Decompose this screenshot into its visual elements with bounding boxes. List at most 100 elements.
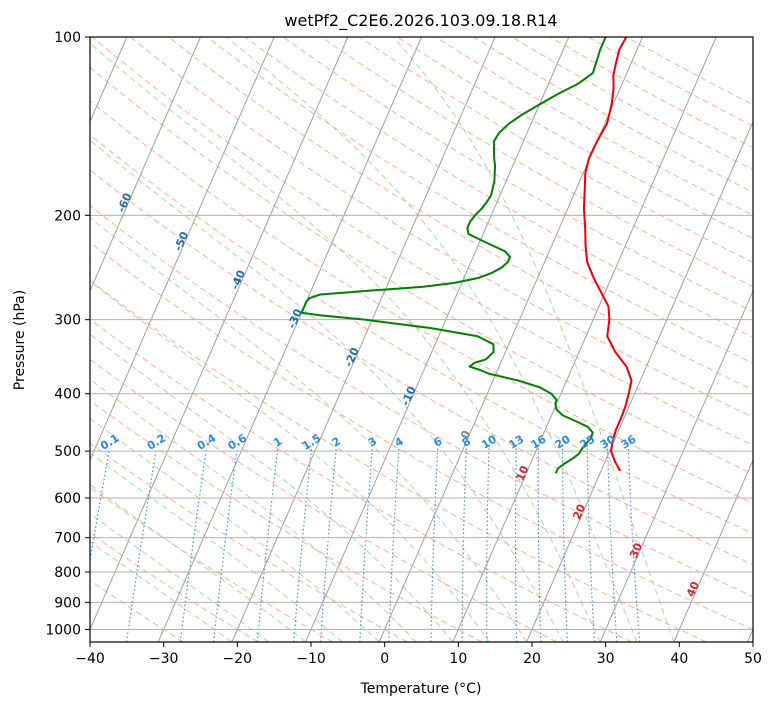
mixing-ratio-label: 20 — [553, 432, 573, 451]
mixing-ratio-line — [90, 448, 111, 564]
x-tick-label: −40 — [75, 651, 105, 667]
x-axis-title: Temperature (°C) — [360, 681, 482, 697]
dry-adiabat-line — [90, 400, 483, 642]
isotherm-label: -80 — [1, 113, 21, 137]
dry-adiabat-line — [90, 358, 558, 642]
mixing-ratio-label: 0.4 — [195, 431, 219, 453]
moist-adiabat-line — [90, 217, 527, 642]
mixing-ratio-label: 2 — [330, 435, 343, 450]
mixing-ratio-line — [179, 448, 207, 642]
dry-adiabat-line — [320, 37, 753, 288]
moist-adiabat-line — [90, 333, 454, 642]
mixing-ratio-label: 3 — [366, 435, 379, 450]
dry-adiabat-line — [90, 318, 632, 642]
reference-lines — [90, 37, 753, 642]
mixing-ratio-label: 1 — [271, 435, 284, 450]
moist-adiabat-line — [90, 378, 417, 642]
dry-adiabat-line — [244, 37, 753, 338]
mixing-ratio-line — [212, 448, 238, 642]
dry-adiabat-line — [511, 37, 753, 171]
mixing-ratio-line — [388, 448, 400, 642]
dry-adiabat-line — [90, 205, 753, 598]
mixing-ratio-label: 36 — [619, 432, 639, 451]
moist-adiabat-line — [392, 37, 675, 642]
isotherm-line — [90, 37, 275, 462]
y-tick-label: 900 — [54, 595, 81, 611]
line-labels: 0.10.20.40.611.52346810131620253036-100-… — [1, 113, 702, 599]
dry-adiabat-line — [397, 37, 753, 240]
dry-adiabat-line — [90, 442, 408, 642]
dry-adiabat-line — [90, 486, 333, 642]
mixing-ratio-label: 13 — [506, 433, 526, 452]
mixing-ratio-label: 10 — [479, 432, 499, 451]
x-tick-label: 30 — [597, 651, 615, 667]
isotherm-line — [599, 289, 753, 642]
y-tick-label: 700 — [54, 531, 81, 547]
mixing-ratio-line — [293, 448, 312, 642]
mixing-ratio-label: 0.6 — [226, 431, 250, 453]
dry-adiabat-line — [359, 37, 753, 263]
isotherm-label: 40 — [684, 579, 702, 599]
mixing-ratio-label: 0.2 — [145, 431, 168, 452]
isotherm-line — [305, 37, 570, 642]
dry-adiabat-line — [282, 37, 753, 313]
isotherm-line — [231, 37, 496, 642]
moist-adiabat-line — [226, 37, 638, 642]
y-tick-label: 200 — [54, 208, 81, 224]
x-tick-label: 40 — [670, 651, 688, 667]
isotherm-label: -70 — [58, 152, 78, 176]
x-tick-label: −10 — [296, 651, 326, 667]
y-tick-label: 400 — [54, 387, 81, 403]
isotherm-line — [157, 37, 422, 642]
mixing-ratio-label: 6 — [431, 434, 445, 449]
dry-adiabat-line — [90, 100, 753, 504]
x-tick-label: 10 — [449, 651, 467, 667]
mixing-ratio-line — [359, 448, 373, 642]
moist-adiabat-line — [90, 540, 233, 642]
moist-adiabat-line — [90, 483, 306, 642]
x-tick-label: 20 — [523, 651, 541, 667]
moist-adiabat-line — [90, 280, 491, 642]
dry-adiabat-line — [588, 37, 753, 127]
axes: −40 −30 −20 −10 0 10 20 30 40 5010020030040050060… — [45, 30, 762, 667]
moist-adiabat-line — [90, 42, 601, 642]
y-axis-title: Pressure (hPa) — [12, 290, 28, 390]
mixing-ratio-line — [320, 448, 337, 642]
dry-adiabat-line — [473, 37, 753, 193]
chart-title: wetPf2_C2E6.2026.103.09.18.R14 — [284, 11, 557, 31]
mixing-ratio-line — [486, 448, 490, 642]
mixing-ratio-line — [514, 448, 518, 642]
mixing-ratio-line — [430, 448, 439, 642]
isotherm-line — [526, 120, 753, 642]
y-tick-label: 600 — [54, 491, 81, 507]
y-tick-label: 1000 — [45, 622, 81, 638]
dry-adiabat-line — [130, 37, 753, 418]
mixing-ratio-line — [461, 448, 467, 642]
dry-adiabat-line — [90, 279, 707, 642]
mixing-ratio-label: 16 — [529, 432, 549, 451]
isotherm-line — [673, 458, 753, 642]
dry-adiabat-line — [206, 37, 753, 364]
mixing-ratio-line — [537, 448, 542, 642]
mixing-ratio-line — [586, 448, 595, 642]
dry-adiabat-line — [90, 169, 753, 566]
y-tick-label: 500 — [54, 444, 81, 460]
dry-adiabat-line — [549, 37, 753, 149]
mixing-ratio-line — [562, 448, 568, 642]
mixing-ratio-line — [256, 448, 279, 642]
moist-adiabat-line — [90, 417, 380, 642]
x-tick-label: −20 — [223, 651, 253, 667]
pressure-grid — [90, 37, 753, 630]
isotherm-line — [90, 37, 201, 293]
y-tick-label: 800 — [54, 565, 81, 581]
isotherm-label: 10 — [513, 463, 531, 483]
dry-adiabat-line — [90, 66, 753, 475]
mixing-ratio-label: 1.5 — [300, 431, 323, 452]
isotherm-label: 20 — [570, 502, 588, 522]
dewpoint-line — [300, 37, 607, 474]
dry-adiabat-line — [168, 37, 753, 391]
mixing-ratio-line — [126, 448, 157, 642]
plot-frame — [89, 36, 754, 643]
